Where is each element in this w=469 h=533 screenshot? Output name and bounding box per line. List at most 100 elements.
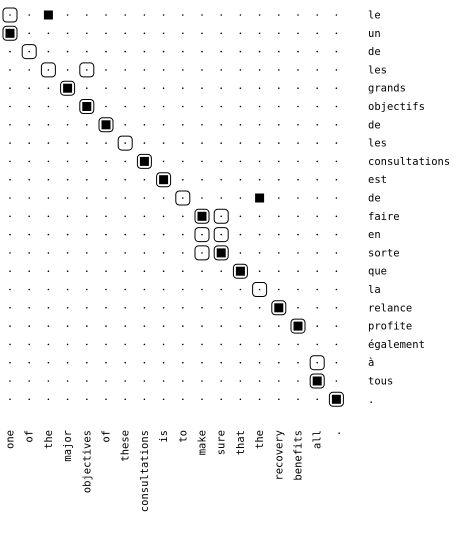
- grid-dot: [220, 233, 222, 236]
- grid-dot: [47, 69, 50, 71]
- grid-dot: [66, 288, 69, 291]
- grid-dot: [258, 233, 261, 236]
- possible-alignment-boxes: [2, 7, 344, 407]
- grid-dot: [182, 288, 184, 291]
- grid-dot: [66, 142, 69, 144]
- possible-alignment-box: [40, 62, 56, 78]
- grid-dot: [201, 380, 203, 382]
- grid-dot: [335, 178, 338, 181]
- grid-dot: [143, 178, 146, 181]
- grid-dot: [9, 87, 11, 89]
- grid-dot: [47, 325, 50, 327]
- sure-alignment-squares: [5, 10, 341, 404]
- grid-dot: [66, 105, 69, 108]
- grid-dot: [297, 105, 299, 108]
- possible-alignment-box: [194, 208, 210, 224]
- grid-dot: [47, 142, 50, 144]
- grid-dot: [86, 252, 88, 254]
- grid-dot: [182, 105, 184, 108]
- grid-dot: [220, 215, 222, 218]
- grid-dot: [220, 325, 222, 327]
- grid-dot: [47, 398, 50, 401]
- grid-dot: [9, 197, 11, 199]
- grid-dot: [258, 343, 261, 346]
- grid-dot: [239, 233, 242, 236]
- grid-dot: [258, 215, 261, 218]
- grid-dot: [86, 215, 88, 218]
- grid-dot: [124, 380, 126, 382]
- grid-dot: [9, 270, 11, 273]
- grid-dot: [220, 398, 222, 401]
- row-label: grands: [368, 83, 406, 95]
- grid-dot: [182, 178, 184, 181]
- grid-dot: [258, 105, 261, 108]
- grid-dot: [182, 160, 184, 163]
- grid-dot: [28, 160, 31, 163]
- sure-alignment-square: [82, 102, 92, 111]
- grid-dot: [201, 343, 203, 346]
- grid-dot: [105, 178, 107, 181]
- grid-dot: [9, 142, 11, 144]
- grid-dot: [220, 307, 222, 309]
- grid-dot: [335, 288, 338, 291]
- row-label: est: [368, 174, 387, 186]
- source-word-labels: one of the major objectives of these consultati…: [5, 430, 343, 512]
- grid-dot: [220, 380, 222, 382]
- grid-dot: [28, 343, 31, 346]
- grid-dot: [162, 398, 165, 401]
- grid-dot: [9, 343, 11, 346]
- grid-dot: [239, 160, 242, 163]
- grid-dot: [105, 288, 107, 291]
- grid-dot: [316, 361, 319, 364]
- grid-dot: [162, 50, 165, 53]
- grid-dot: [9, 325, 11, 327]
- grid-dot: [258, 252, 261, 254]
- grid-dot: [28, 233, 31, 236]
- grid-dot: [143, 14, 146, 16]
- grid-dot: [258, 50, 261, 53]
- grid-dot: [220, 14, 222, 16]
- grid-dot: [162, 270, 165, 273]
- possible-alignment-box: [175, 190, 191, 206]
- grid-dot: [220, 32, 222, 35]
- grid-dot: [335, 142, 338, 144]
- grid-dot: [258, 380, 261, 382]
- grid-dot: [162, 124, 165, 126]
- grid-dot: [86, 307, 88, 309]
- grid-dot: [86, 87, 88, 89]
- grid-dot: [143, 50, 146, 53]
- grid-dot: [28, 197, 31, 199]
- grid-dot: [105, 252, 107, 254]
- grid-dot: [316, 252, 319, 254]
- possible-alignment-box: [194, 245, 210, 261]
- possible-alignment-box: [194, 227, 210, 243]
- grid-dot: [335, 270, 338, 273]
- grid-dot: [162, 197, 165, 199]
- grid-dot: [316, 142, 319, 144]
- row-label: faire: [368, 211, 400, 223]
- row-label: consultations: [368, 156, 450, 168]
- grid-dot: [143, 325, 146, 327]
- grid-dot: [105, 87, 107, 89]
- row-label: tous: [368, 376, 393, 388]
- grid-dot: [28, 307, 31, 309]
- grid-dot: [143, 124, 146, 126]
- grid-dot: [239, 142, 242, 144]
- grid-dot: [239, 105, 242, 108]
- grid-dot: [9, 215, 11, 218]
- grid-dot: [162, 142, 165, 144]
- grid-dot: [278, 87, 280, 89]
- grid-dot: [143, 398, 146, 401]
- grid-dot: [66, 252, 69, 254]
- grid-dot: [182, 252, 184, 254]
- grid-dot: [9, 50, 11, 53]
- grid-dot: [9, 105, 11, 108]
- grid-dot: [47, 105, 50, 108]
- column-label: sure: [216, 430, 228, 455]
- grid-dot: [316, 288, 319, 291]
- grid-dot: [28, 252, 31, 254]
- grid-dot: [143, 343, 146, 346]
- grid-dot: [105, 398, 107, 401]
- grid-dot: [124, 105, 126, 108]
- grid-dot: [162, 32, 165, 35]
